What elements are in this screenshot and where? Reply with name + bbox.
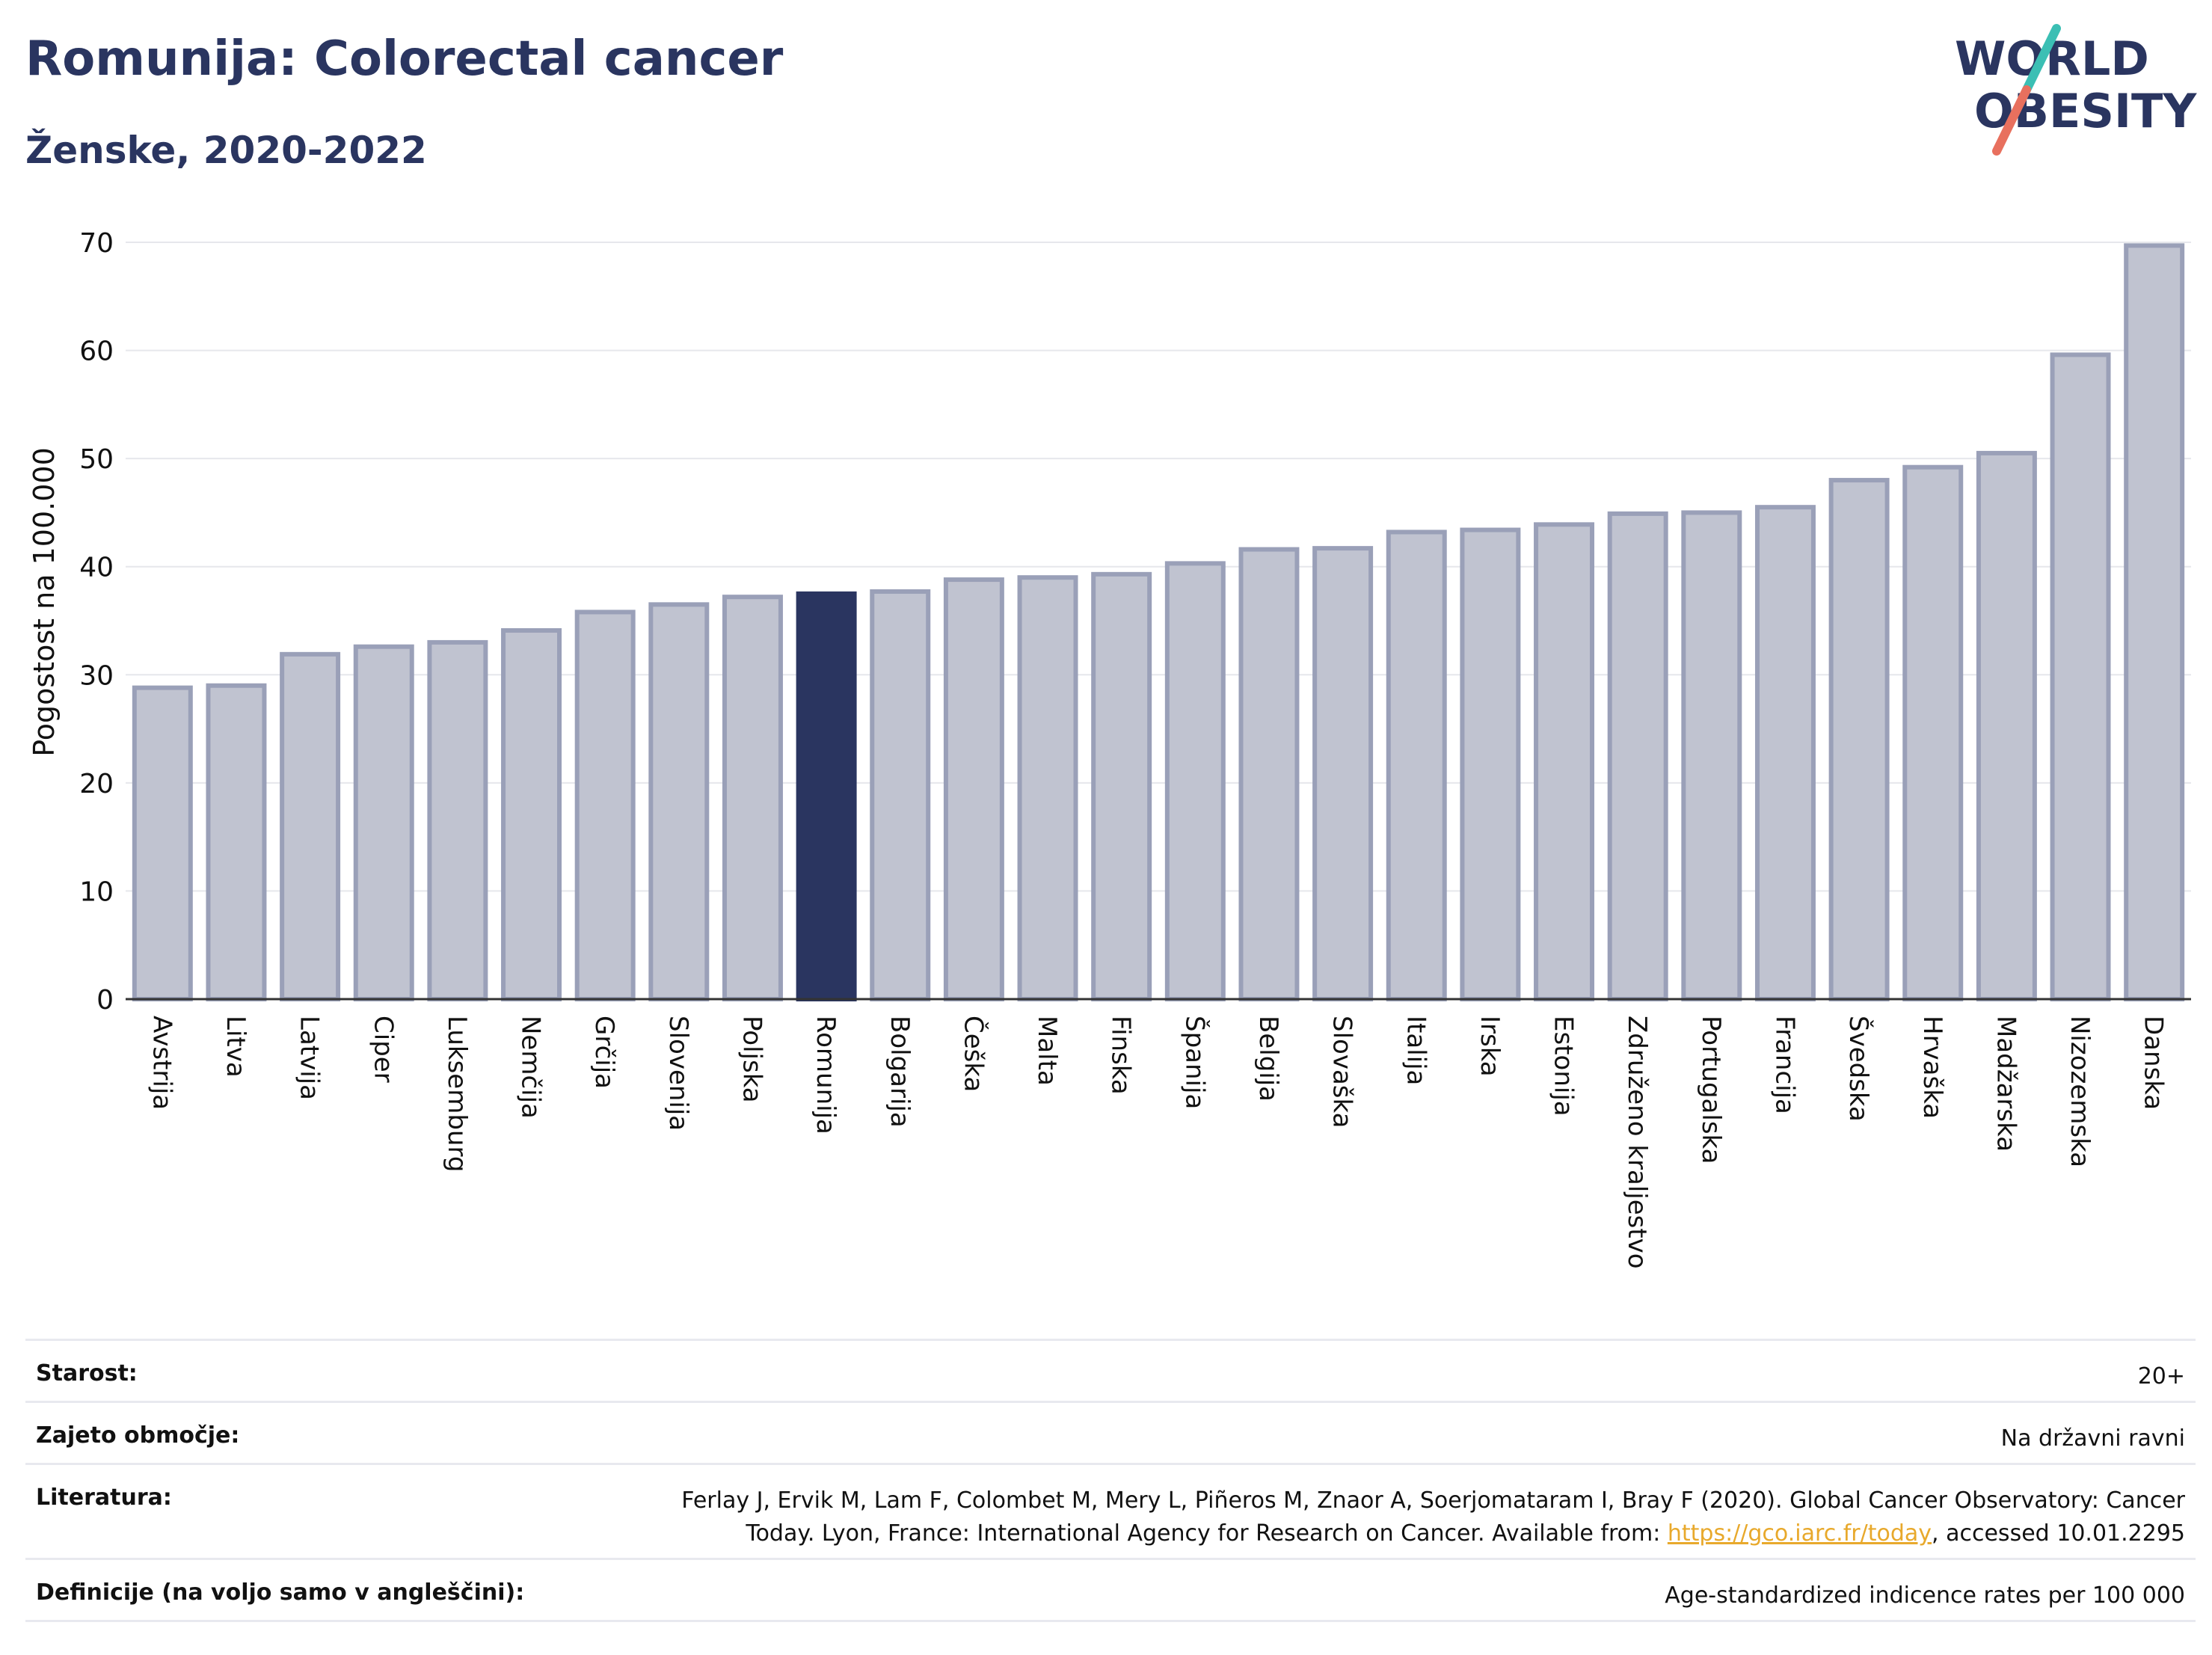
y-tick-label: 20 xyxy=(79,769,114,799)
meta-row-age: Starost: 20+ xyxy=(25,1339,2196,1401)
meta-value-definitions: Age-standardized indicence rates per 100… xyxy=(1665,1582,2185,1609)
bar-latvija xyxy=(280,651,341,1001)
bar-nizozemska xyxy=(2050,352,2111,1001)
meta-row-definitions: Definicije (na voljo samo v angleščini):… xyxy=(25,1558,2196,1622)
bar-ciper xyxy=(353,644,414,1001)
bar-irska xyxy=(1460,527,1521,1001)
x-tick-label: Slovaška xyxy=(1327,1016,1357,1128)
reference-line-1: Ferlay J, Ervik M, Lam F, Colombet M, Me… xyxy=(681,1487,2185,1514)
bar-finska xyxy=(1091,571,1152,1001)
y-tick-label: 30 xyxy=(79,660,114,691)
bar-luksemburg xyxy=(427,639,488,1002)
x-tick-label: Finska xyxy=(1106,1016,1136,1095)
x-tick-labels: Avstrija Litva Latvija Ciper Luksemburg Nemči… xyxy=(147,1016,2168,1269)
bar-združeno-kraljestvo xyxy=(1607,511,1668,1001)
x-tick-label: Danska xyxy=(2139,1016,2169,1110)
x-tick-label: Grčija xyxy=(589,1016,619,1089)
x-tick-label: Poljska xyxy=(737,1016,766,1103)
x-tick-label: Litva xyxy=(221,1016,251,1078)
x-tick-label: Bolgarija xyxy=(885,1016,915,1128)
bar-slovaška xyxy=(1312,546,1374,1001)
meta-label-definitions: Definicije (na voljo samo v angleščini): xyxy=(36,1579,525,1606)
world-obesity-logo: WORLD OBESITY xyxy=(1955,24,2197,156)
x-tick-label: Združeno kraljestvo xyxy=(1622,1016,1652,1269)
bars xyxy=(132,243,2185,1002)
bar-estonija xyxy=(1534,522,1595,1001)
bar-nemčija xyxy=(501,628,562,1001)
meta-label-age: Starost: xyxy=(36,1360,138,1387)
bar-italija xyxy=(1386,529,1447,1001)
meta-value-coverage: Na državni ravni xyxy=(2000,1425,2185,1452)
y-tick-label: 60 xyxy=(79,337,114,367)
logo-slash-top xyxy=(2022,24,2061,94)
bar-litva xyxy=(206,683,267,1001)
x-tick-label: Švedska xyxy=(1843,1016,1874,1122)
bar-portugalska xyxy=(1681,510,1742,1001)
bar-avstrija xyxy=(132,685,193,1001)
bar-madžarska xyxy=(1976,450,2037,1001)
meta-value-references: Ferlay J, Ervik M, Lam F, Colombet M, Me… xyxy=(681,1484,2185,1550)
bar-španija xyxy=(1164,561,1226,1001)
meta-row-references: Literatura: Ferlay J, Ervik M, Lam F, Co… xyxy=(25,1463,2196,1558)
bar-chart: 0 10 20 30 40 50 60 70 Avstrija Litva Latvija Cipe… xyxy=(28,228,2191,1269)
x-tick-label: Irska xyxy=(1475,1016,1505,1077)
bar-švedska xyxy=(1828,478,1890,1001)
x-tick-label: Madžarska xyxy=(1991,1016,2021,1152)
reference-line-2-suffix: , accessed 10.01.2295 xyxy=(1932,1520,2185,1547)
bar-grčija xyxy=(574,610,636,1001)
x-tick-label: Ciper xyxy=(368,1016,398,1083)
x-tick-label: Hrvaška xyxy=(1917,1016,1947,1119)
x-tick-label: Španija xyxy=(1179,1016,1210,1109)
bar-slovenija xyxy=(648,602,710,1001)
y-tick-label: 40 xyxy=(79,553,114,583)
y-axis-label: Pogostost na 100.000 xyxy=(28,447,61,757)
bar-poljska xyxy=(722,595,783,1001)
x-tick-label: Latvija xyxy=(295,1016,325,1100)
x-tick-label: Luksemburg xyxy=(442,1016,472,1172)
y-tick-labels: 0 10 20 30 40 50 60 70 xyxy=(79,228,114,1016)
bar-hrvaška xyxy=(1902,464,1964,1001)
bar-češka xyxy=(943,577,1004,1001)
x-tick-label: Slovenija xyxy=(663,1016,693,1131)
bar-bolgarija xyxy=(870,589,931,1001)
reference-link[interactable]: https://gco.iarc.fr/today xyxy=(1667,1520,1932,1547)
y-tick-label: 0 xyxy=(96,985,114,1016)
chart-title: Romunija: Colorectal cancer xyxy=(25,31,784,87)
x-tick-label: Nizozemska xyxy=(2065,1016,2095,1167)
x-tick-label: Francija xyxy=(1769,1016,1799,1114)
y-tick-label: 10 xyxy=(79,876,114,907)
x-tick-label: Malta xyxy=(1032,1016,1062,1086)
logo-slash-bottom xyxy=(1992,85,2031,156)
bar-belgija xyxy=(1238,547,1300,1001)
y-tick-label: 70 xyxy=(79,228,114,259)
reference-line-2-prefix: Today. Lyon, France: International Agenc… xyxy=(746,1520,1668,1547)
x-tick-label: Češka xyxy=(958,1016,989,1092)
meta-label-references: Literatura: xyxy=(36,1484,172,1511)
x-tick-label: Italija xyxy=(1401,1016,1431,1085)
x-tick-label: Belgija xyxy=(1253,1016,1283,1102)
bar-danska xyxy=(2124,243,2185,1001)
x-tick-label: Estonija xyxy=(1549,1016,1579,1117)
x-tick-label: Portugalska xyxy=(1696,1016,1726,1164)
meta-row-coverage: Zajeto območje: Na državni ravni xyxy=(25,1401,2196,1463)
x-tick-label: Romunija xyxy=(811,1016,841,1134)
bar-malta xyxy=(1017,575,1078,1001)
chart-subtitle: Ženske, 2020-2022 xyxy=(25,129,427,172)
metadata-table: Starost: 20+ Zajeto območje: Na državni … xyxy=(25,1339,2196,1622)
y-tick-label: 50 xyxy=(79,444,114,475)
bar-romunija xyxy=(796,591,857,1001)
meta-label-coverage: Zajeto območje: xyxy=(36,1422,240,1449)
meta-value-age: 20+ xyxy=(2137,1363,2185,1390)
x-tick-label: Avstrija xyxy=(147,1016,176,1110)
x-tick-label: Nemčija xyxy=(516,1016,546,1119)
bar-francija xyxy=(1754,505,1816,1001)
